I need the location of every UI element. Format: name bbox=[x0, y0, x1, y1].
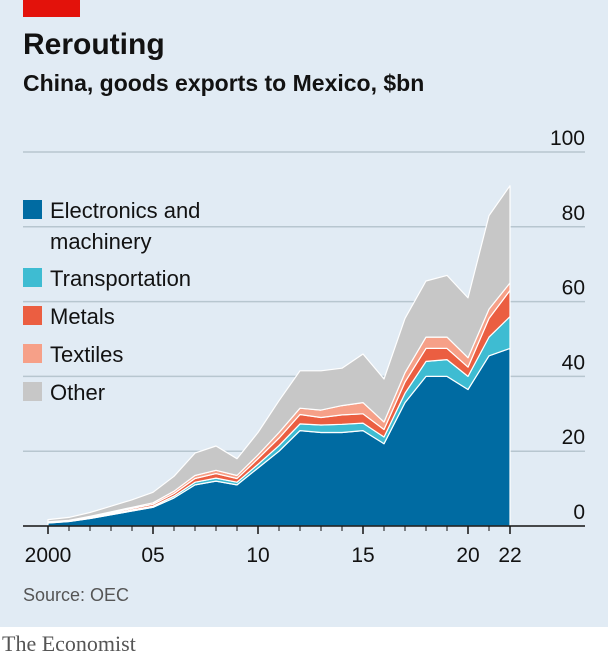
legend-label-textiles: Textiles bbox=[50, 342, 123, 367]
x-tick-label-20: 20 bbox=[456, 544, 479, 567]
legend-label-electronics-and-machinery: machinery bbox=[50, 229, 151, 254]
y-tick-label-60: 60 bbox=[562, 277, 585, 300]
legend-swatch-electronics-and-machinery bbox=[23, 200, 42, 219]
source-note: Source: OEC bbox=[23, 585, 130, 605]
y-tick-label-40: 40 bbox=[562, 351, 585, 374]
x-tick-label-2000: 2000 bbox=[25, 544, 72, 567]
legend-label-metals: Metals bbox=[50, 304, 115, 329]
x-tick-label-15: 15 bbox=[351, 544, 374, 567]
legend-swatch-metals bbox=[23, 306, 42, 325]
x-tick-label-10: 10 bbox=[246, 544, 269, 567]
chart-subtitle: China, goods exports to Mexico, $bn bbox=[23, 70, 425, 96]
legend-label-transportation: Transportation bbox=[50, 266, 191, 291]
chart-title: Rerouting bbox=[23, 28, 165, 61]
x-tick-label-22: 22 bbox=[498, 544, 521, 567]
area-other bbox=[47, 185, 511, 523]
y-tick-label-100: 100 bbox=[550, 127, 585, 150]
brand-wordmark: The Economist bbox=[2, 631, 136, 656]
legend-label-other: Other bbox=[50, 380, 105, 405]
y-tick-label-20: 20 bbox=[562, 426, 585, 449]
stacked-area-chart: 2000 05 10 15 20 22 0 20 40 60 80 100 Electronics an… bbox=[23, 127, 585, 567]
y-tick-label-0: 0 bbox=[573, 501, 585, 524]
legend-swatch-other bbox=[23, 382, 42, 401]
x-tick-label-05: 05 bbox=[141, 544, 164, 567]
legend-swatch-textiles bbox=[23, 344, 42, 363]
legend-label-electronics-and-machinery: Electronics and bbox=[50, 198, 200, 223]
y-tick-label-80: 80 bbox=[562, 202, 585, 225]
legend-swatch-transportation bbox=[23, 268, 42, 287]
brand-tag bbox=[23, 0, 80, 17]
chart-panel: Rerouting China, goods exports to Mexico… bbox=[0, 0, 608, 627]
